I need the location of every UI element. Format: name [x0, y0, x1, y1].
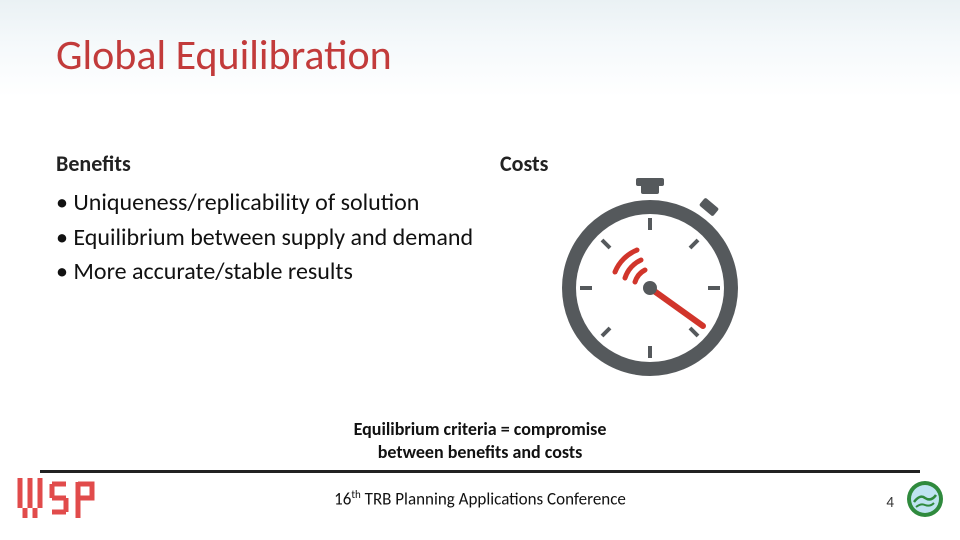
partner-logo-icon [906, 480, 944, 518]
footer-ordinal: 16 [334, 489, 351, 510]
costs-heading: Costs [500, 150, 548, 177]
list-item: Equilibrium between supply and demand [56, 223, 476, 254]
footer-rest: TRB Planning Applications Conference [361, 489, 626, 510]
benefits-heading: Benefits [56, 150, 131, 177]
caption: Equilibrium criteria = compromise betwee… [0, 418, 960, 465]
stopwatch-icon [555, 178, 745, 388]
list-item: Uniqueness/replicability of solution [56, 188, 476, 219]
divider-rule [40, 470, 920, 473]
footer-text: 16th TRB Planning Applications Conferenc… [0, 488, 960, 510]
caption-line-2: between benefits and costs [378, 441, 583, 463]
caption-line-1: Equilibrium criteria = compromise [354, 418, 607, 440]
slide: Global Equilibration Benefits Costs Uniq… [0, 0, 960, 540]
page-number: 4 [886, 494, 894, 512]
benefits-list: Uniqueness/replicability of solution Equ… [56, 188, 476, 292]
list-item: More accurate/stable results [56, 257, 476, 288]
slide-title: Global Equilibration [56, 30, 392, 81]
footer-ordinal-suffix: th [351, 488, 360, 501]
